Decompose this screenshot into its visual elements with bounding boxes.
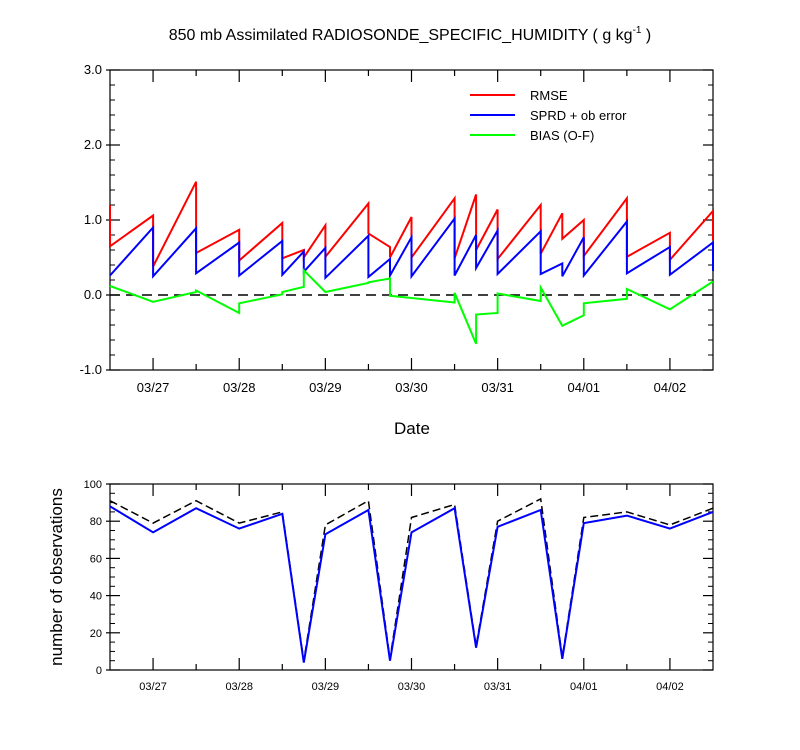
y-tick-label: 0.0 (84, 287, 102, 302)
x-tick-label: 03/30 (395, 380, 428, 395)
x-tick-label: 04/01 (570, 681, 598, 693)
legend-label: BIAS (O-F) (530, 128, 594, 143)
x-tick-label: 04/02 (656, 681, 684, 693)
y-axis-title: number of observations (47, 488, 66, 666)
y-tick-label: 100 (84, 479, 102, 491)
y-tick-label: 0 (96, 665, 102, 677)
series-line-assimilated (109, 505, 714, 663)
x-tick-label: 03/31 (484, 681, 512, 693)
y-tick-label: 80 (90, 516, 102, 528)
x-tick-label: 03/29 (309, 380, 342, 395)
top-panel: 850 mb Assimilated RADIOSONDE_SPECIFIC_H… (80, 25, 714, 438)
series-line-possible (109, 497, 714, 661)
x-tick-label: 03/30 (398, 681, 426, 693)
chart-title-main: 850 mb Assimilated RADIOSONDE_SPECIFIC_H… (169, 27, 633, 44)
legend: RMSE SPRD + ob error BIAS (O-F) (470, 88, 627, 143)
legend-label: RMSE (530, 88, 568, 103)
series-line-bias-o-f (109, 267, 714, 345)
x-tick-label: 03/28 (223, 380, 256, 395)
y-tick-label: 2.0 (84, 137, 102, 152)
y-tick-label: 1.0 (84, 212, 102, 227)
x-tick-label: 03/31 (481, 380, 514, 395)
series-line-sprd-ob-error (109, 215, 714, 281)
y-tick-label: 60 (90, 553, 102, 565)
y-tick-label: 3.0 (84, 62, 102, 77)
bottom-panel: number of observations 03/27 03/28 03/29 03… (47, 479, 714, 693)
x-tick-label: 03/27 (139, 681, 167, 693)
plot-frame (109, 483, 714, 671)
chart-title: 850 mb Assimilated RADIOSONDE_SPECIFIC_H… (169, 25, 652, 44)
y-tick-label: -1.0 (80, 362, 102, 377)
x-tick-label: 03/27 (137, 380, 170, 395)
x-tick-label: 03/29 (312, 681, 340, 693)
x-tick-label: 04/01 (568, 380, 601, 395)
chart-title-suffix: ) (641, 27, 651, 44)
x-tick-label: 03/28 (225, 681, 253, 693)
x-tick-label: 04/02 (654, 380, 687, 395)
y-tick-label: 40 (90, 591, 102, 603)
y-tick-label: 20 (90, 628, 102, 640)
legend-label: SPRD + ob error (530, 108, 627, 123)
chart-title-superscript: -1 (633, 25, 642, 36)
x-axis-title: Date (394, 419, 430, 438)
